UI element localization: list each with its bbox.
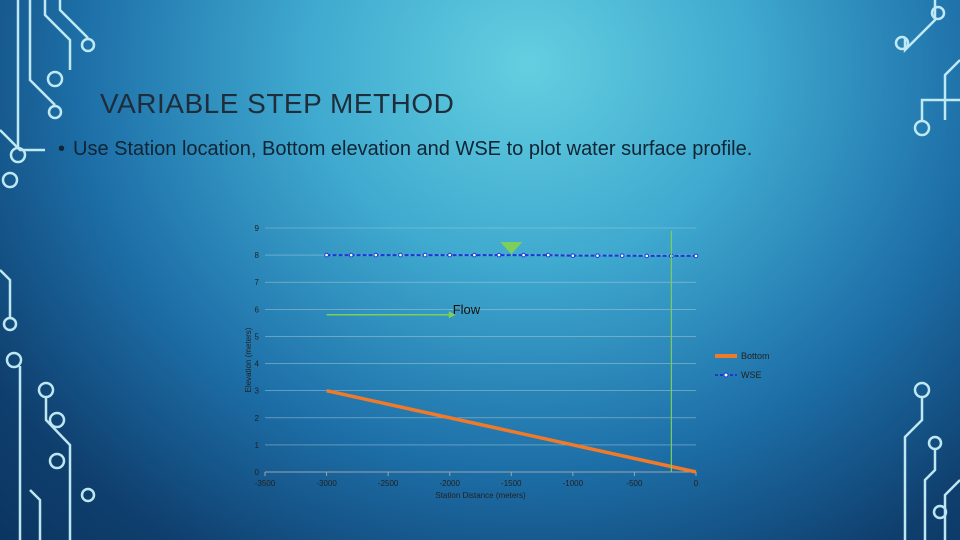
series-line-wse [326, 254, 696, 257]
x-tick-label: -1500 [501, 479, 522, 488]
y-tick-label: 7 [255, 278, 260, 287]
x-tick-label: -2500 [378, 479, 399, 488]
wse-point [570, 253, 576, 258]
y-tick-label: 8 [255, 251, 260, 260]
axis-layer: 0 1 2 3 4 5 6 7 8 9 -3500 -3000 -2500 -2000 -1500 -1000… [244, 224, 699, 500]
circuit-trace [0, 129, 45, 152]
wse-point [422, 252, 428, 258]
x-axis-title: Station Distance (meters) [435, 491, 526, 500]
wse-point [324, 252, 329, 258]
circuit-node [5, 351, 23, 369]
flow-arrow-head-icon [448, 311, 456, 319]
legend: Bottom WSE [715, 351, 770, 380]
y-tick-label: 6 [255, 305, 260, 314]
grid-layer [265, 227, 696, 473]
wse-point [644, 253, 650, 259]
x-tick-label: -500 [626, 479, 643, 488]
circuit-trace [903, 0, 937, 54]
y-tick-label: 9 [255, 224, 260, 233]
circuit-node [80, 487, 96, 503]
x-tick-label: -3000 [316, 479, 337, 488]
circuit-trace [920, 98, 960, 121]
flow-label: Flow [453, 302, 481, 317]
x-tick-label: 0 [694, 479, 699, 488]
circuit-trace [0, 269, 12, 318]
circuit-trace [903, 397, 924, 540]
wse-point [398, 252, 403, 258]
series-line-bottom [326, 388, 697, 474]
wse-point [472, 252, 477, 258]
circuit-node [47, 104, 63, 120]
wse-point [496, 252, 502, 258]
circuit-trace [923, 449, 937, 540]
circuit-trace [43, 0, 72, 70]
wse-point [348, 252, 354, 258]
wse-point [693, 253, 699, 259]
slide-title: VARIABLE STEP METHOD [100, 88, 455, 119]
annotation-layer: Flow [326, 230, 672, 472]
wse-point [447, 252, 453, 258]
y-axis-title: Elevation (meters) [244, 327, 253, 392]
bullet-item: • Use Station location, Bottom elevation … [58, 138, 752, 161]
x-tick-label: -3500 [255, 479, 276, 488]
circuit-trace [943, 59, 960, 120]
legend-label-bottom: Bottom [741, 351, 770, 361]
circuit-trace [58, 0, 89, 39]
y-tick-label: 0 [255, 468, 260, 477]
y-tick-label: 4 [255, 360, 260, 369]
bullet-dot: • [58, 138, 66, 160]
wse-point [373, 252, 379, 258]
circuit-trace [29, 489, 42, 540]
legend-marker-wse [723, 372, 729, 378]
bullet-text: Use Station location, Bottom elevation a… [73, 138, 753, 160]
circuit-trace [44, 397, 72, 540]
circuit-node [2, 316, 18, 332]
wse-point [619, 253, 625, 258]
water-surface-triangle-icon [500, 241, 523, 254]
circuit-node [48, 411, 66, 429]
y-tick-label: 5 [255, 332, 260, 341]
wse-point [545, 252, 551, 258]
x-tick-label: -1000 [563, 479, 584, 488]
circuit-node [48, 452, 66, 470]
circuit-node [930, 5, 946, 21]
legend-label-wse: WSE [741, 370, 762, 380]
circuit-node [894, 35, 910, 51]
series-layer [324, 252, 699, 474]
circuit-trace [28, 0, 56, 106]
circuit-trace [943, 479, 960, 540]
y-tick-label: 2 [255, 414, 260, 423]
y-tick-label: 3 [255, 387, 260, 396]
x-tick-label: -2000 [439, 479, 460, 488]
y-tick-label: 1 [255, 441, 260, 450]
wse-point [595, 253, 600, 258]
wse-point [521, 252, 526, 258]
circuit-node [1, 171, 19, 189]
circuit-node [46, 70, 64, 88]
circuit-node [80, 37, 96, 53]
